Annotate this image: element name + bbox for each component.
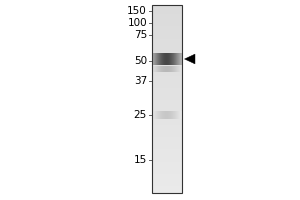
Text: 75: 75 bbox=[134, 30, 147, 40]
Polygon shape bbox=[184, 54, 195, 64]
Text: 100: 100 bbox=[128, 18, 147, 28]
Text: 50: 50 bbox=[134, 56, 147, 66]
Bar bbox=[152, 5, 182, 193]
Text: 25: 25 bbox=[134, 110, 147, 120]
Text: 37: 37 bbox=[134, 76, 147, 86]
Text: 15: 15 bbox=[134, 155, 147, 165]
Text: 150: 150 bbox=[127, 6, 147, 16]
